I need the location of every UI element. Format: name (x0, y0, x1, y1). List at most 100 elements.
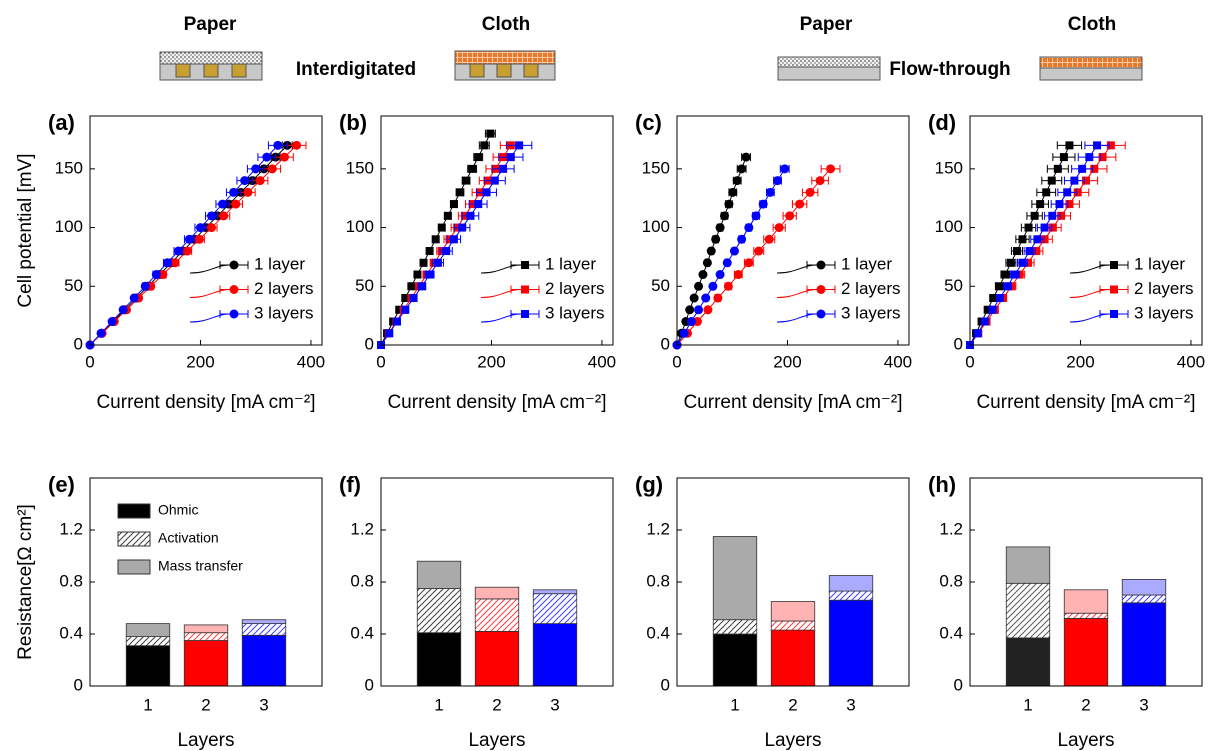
x-tick-label: 3 (550, 695, 559, 714)
panel-label: (b) (339, 110, 367, 135)
data-point (751, 211, 761, 221)
bar-segment (125, 623, 171, 637)
x-tick-label: 400 (1177, 352, 1205, 371)
data-point (708, 281, 718, 291)
panel: (a) 0 50 100 150 0 200 400 Current density [mA c… (15, 110, 325, 413)
data-point (1010, 270, 1019, 279)
legend-key-marker (1110, 261, 1118, 269)
data-point (1025, 247, 1034, 256)
axes-box (89, 477, 323, 687)
y-tick-label: 50 (355, 276, 374, 295)
x-tick-label: 2 (492, 695, 501, 714)
y-tick-label: 100 (935, 217, 963, 236)
data-point (715, 223, 725, 233)
data-point (774, 223, 784, 233)
bar-segment (712, 633, 758, 687)
data-point (466, 211, 475, 220)
data-point (162, 258, 172, 268)
x-tick-label: 0 (965, 352, 974, 371)
data-point (1063, 188, 1072, 197)
x-axis-label: Layers (1057, 730, 1114, 751)
bar-segment (1121, 594, 1167, 604)
legend-key-line (189, 264, 248, 274)
x-tick-label: 1 (730, 695, 739, 714)
data-point (219, 211, 229, 221)
data-point (96, 328, 106, 338)
data-point (506, 153, 515, 162)
y-axis-label: Resistance[Ω cm²] (15, 504, 36, 660)
data-point (815, 176, 825, 186)
legend-key-marker (521, 261, 529, 269)
y-tick-label: 100 (55, 217, 83, 236)
axes-box (380, 115, 614, 346)
bar-segment (532, 593, 578, 625)
legend-key-marker (816, 260, 826, 270)
data-point (499, 164, 508, 173)
data-point (425, 270, 434, 279)
data-point (754, 246, 764, 256)
data-point (711, 234, 721, 244)
data-point (773, 176, 783, 186)
data-point (419, 258, 428, 267)
data-point (1018, 258, 1027, 267)
panel-label: (c) (635, 110, 662, 135)
x-tick-label: 200 (186, 352, 214, 371)
axes-box (89, 115, 323, 346)
data-point (758, 199, 768, 209)
y-tick-label: 0 (661, 334, 670, 353)
legend-key-line (480, 264, 539, 274)
bar-segment (770, 629, 816, 687)
data-point (462, 176, 471, 185)
panel-label: (g) (635, 472, 663, 497)
data-point (229, 187, 239, 197)
data-point (486, 129, 495, 138)
data-point (151, 270, 161, 280)
data-point (292, 140, 302, 150)
data-point (1053, 164, 1062, 173)
y-tick-label: 0 (74, 334, 83, 353)
legend-key-marker (229, 285, 239, 294)
header: Paper Cloth Interdigitated Paper Cloth F… (159, 14, 1143, 81)
data-point (385, 329, 394, 338)
x-tick-label: 400 (297, 352, 325, 371)
bar-segment (474, 598, 520, 632)
legend-label: Ohmic (158, 502, 198, 518)
data-point (728, 187, 738, 197)
y-tick-label: 150 (935, 158, 963, 177)
data-point (1047, 176, 1056, 185)
y-tick-label: 0 (365, 334, 374, 353)
panel-label: (e) (48, 472, 75, 497)
y-tick-label: 150 (346, 158, 374, 177)
bar-segment (770, 601, 816, 622)
y-tick-label: 0.4 (646, 623, 670, 642)
series-line (969, 145, 1098, 346)
series-line (969, 145, 1070, 346)
x-axis-label: Layers (764, 730, 821, 751)
y-tick-label: 100 (346, 217, 374, 236)
y-tick-label: 0.8 (939, 571, 963, 590)
x-tick-label: 3 (846, 695, 855, 714)
schematic-paper-flow-through (777, 56, 881, 81)
data-point (744, 223, 754, 233)
bar-segment (828, 590, 874, 601)
y-tick-label: 150 (55, 158, 83, 177)
bar-segment (125, 636, 171, 647)
data-point (1055, 200, 1064, 209)
legend-key-marker (1110, 310, 1118, 318)
data-point (1057, 211, 1066, 220)
data-point (732, 176, 742, 186)
bar-segment (532, 589, 578, 595)
bar-segment (1063, 618, 1109, 687)
legend-key-marker (816, 309, 826, 319)
legend-key-line (480, 313, 539, 323)
x-axis-label: Layers (468, 730, 525, 751)
legend-swatch (117, 559, 151, 575)
data-point (694, 281, 704, 291)
data-point (989, 294, 998, 303)
data-point (1048, 211, 1057, 220)
data-point (722, 258, 732, 268)
data-point (713, 293, 723, 303)
x-tick-label: 3 (1139, 695, 1148, 714)
panel-label: (f) (339, 472, 361, 497)
data-point (118, 305, 128, 315)
